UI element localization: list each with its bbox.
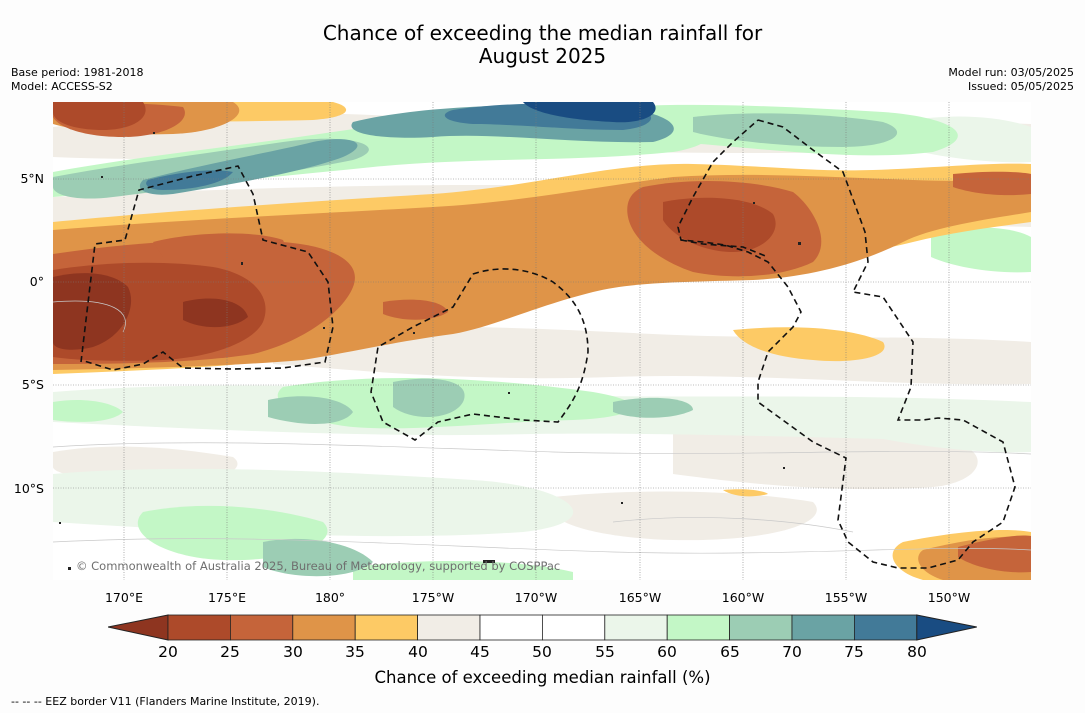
colorbar-segment bbox=[604, 614, 668, 641]
colorbar-tick: 65 bbox=[720, 643, 740, 661]
colorbar-tick: 80 bbox=[907, 643, 927, 661]
colorbar-segment bbox=[729, 614, 793, 641]
map-title: Chance of exceeding the median rainfall … bbox=[0, 22, 1085, 68]
colorbar-segment bbox=[167, 614, 231, 641]
model-name: Model: ACCESS-S2 bbox=[11, 80, 113, 93]
colorbar-segment bbox=[230, 614, 294, 641]
colorbar-tick: 55 bbox=[595, 643, 615, 661]
rainfall-map[interactable] bbox=[53, 102, 1031, 580]
colorbar-extend-high bbox=[916, 614, 977, 641]
map-islands bbox=[59, 132, 801, 570]
colorbar-segment bbox=[666, 614, 731, 641]
colorbar bbox=[108, 614, 977, 641]
map-deep-blue-areas bbox=[523, 102, 656, 123]
lon-label-175e: 175°E bbox=[207, 590, 246, 605]
lon-label-150w: 150°W bbox=[927, 590, 971, 605]
colorbar-segment bbox=[479, 614, 543, 641]
colorbar-tick: 75 bbox=[844, 643, 864, 661]
lon-label-165w: 165°W bbox=[618, 590, 662, 605]
map-contours bbox=[53, 300, 1031, 554]
lat-label-0: 0° bbox=[29, 274, 44, 289]
rainfall-map-svg bbox=[53, 102, 1031, 580]
run-info: Model run: 03/05/2025 Issued: 05/05/2025 bbox=[948, 66, 1074, 94]
colorbar-segment bbox=[292, 614, 356, 641]
lat-label-5s: 5°S bbox=[21, 377, 44, 392]
lon-label-160w: 160°W bbox=[721, 590, 765, 605]
map-darkest-brown-areas bbox=[53, 273, 248, 350]
colorbar-tick: 60 bbox=[657, 643, 677, 661]
colorbar-segment bbox=[417, 614, 481, 641]
colorbar-tick: 50 bbox=[532, 643, 552, 661]
colorbar-tick: 40 bbox=[408, 643, 428, 661]
base-period: Base period: 1981-2018 bbox=[11, 66, 144, 79]
colorbar-segment bbox=[354, 614, 418, 641]
lon-label-155w: 155°W bbox=[824, 590, 868, 605]
base-period-info: Base period: 1981-2018 Model: ACCESS-S2 bbox=[11, 66, 143, 94]
colorbar-tick: 45 bbox=[470, 643, 490, 661]
lon-label-170w: 170°W bbox=[514, 590, 558, 605]
colorbar-tick: 20 bbox=[158, 643, 178, 661]
colorbar-tick: 35 bbox=[345, 643, 365, 661]
colorbar-tick: 25 bbox=[220, 643, 240, 661]
model-run: Model run: 03/05/2025 bbox=[948, 66, 1074, 79]
title-line-2: August 2025 bbox=[478, 44, 607, 68]
colorbar-tick: 30 bbox=[283, 643, 303, 661]
colorbar-segment bbox=[541, 614, 606, 641]
colorbar-label: Chance of exceeding median rainfall (%) bbox=[374, 668, 711, 687]
lat-label-5n: 5°N bbox=[20, 171, 44, 186]
copyright-text: © Commonwealth of Australia 2025, Bureau… bbox=[76, 559, 561, 573]
lon-label-180: 180° bbox=[314, 590, 346, 605]
lon-label-170e: 170°E bbox=[104, 590, 143, 605]
eez-legend-note: -- -- -- EEZ border V11 (Flanders Marine… bbox=[11, 695, 320, 708]
colorbar-segment bbox=[854, 614, 918, 641]
colorbar-extend-low bbox=[108, 614, 169, 641]
eez-borders bbox=[80, 119, 1016, 569]
lat-label-10s: 10°S bbox=[13, 481, 44, 496]
title-line-1: Chance of exceeding the median rainfall … bbox=[322, 21, 763, 45]
issued-date: Issued: 05/05/2025 bbox=[967, 80, 1074, 93]
map-graticule bbox=[53, 102, 1031, 580]
colorbar-tick: 70 bbox=[782, 643, 802, 661]
lon-label-175w: 175°W bbox=[411, 590, 455, 605]
colorbar-segment bbox=[791, 614, 855, 641]
